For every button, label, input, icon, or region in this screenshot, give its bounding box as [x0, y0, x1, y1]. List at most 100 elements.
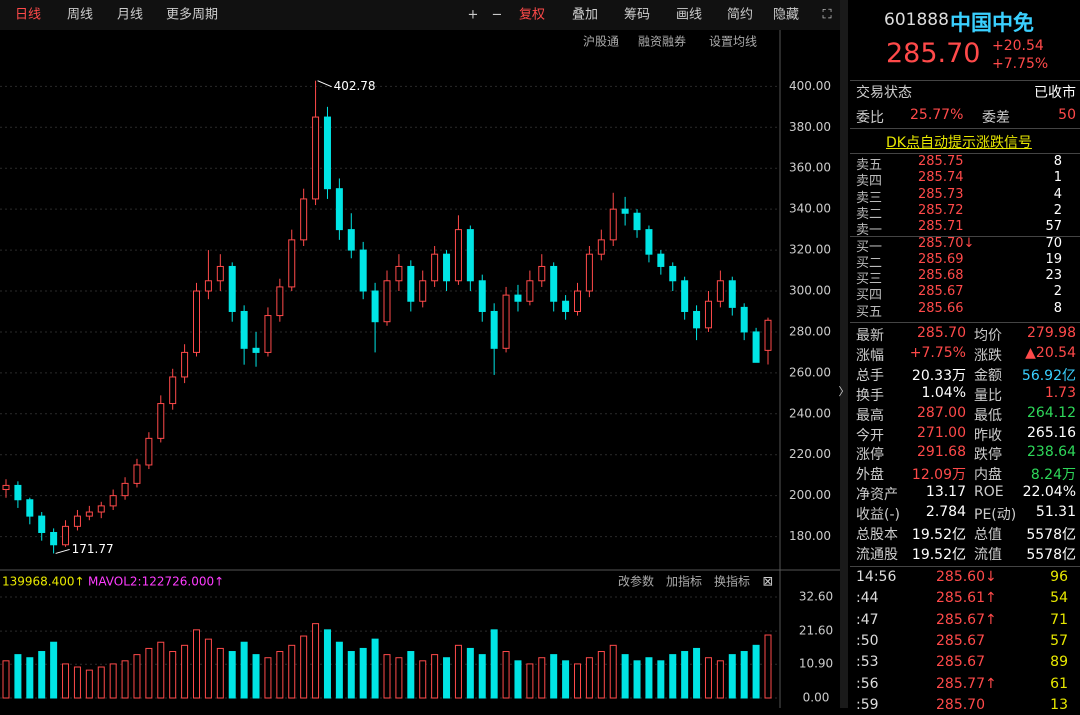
- volume-bar: [228, 651, 236, 699]
- candle-body: [526, 280, 534, 302]
- candle-body: [276, 286, 284, 317]
- order-row: 买三 285.68 23: [856, 268, 1076, 287]
- fullscreen[interactable]: ⛶: [821, 8, 832, 23]
- period-tab[interactable]: 周线: [67, 8, 93, 23]
- price: 285.70: [886, 38, 981, 69]
- order-label: 买一: [856, 239, 883, 255]
- stat-label: 换手: [856, 387, 884, 404]
- stat-value: 5578亿: [1026, 527, 1076, 543]
- candle-body: [466, 229, 474, 282]
- close-indicator[interactable]: ⊠: [763, 575, 774, 590]
- trade-qty: 13: [1050, 696, 1068, 713]
- stat-value: 19.52亿: [911, 546, 966, 563]
- volume-bar: [193, 629, 200, 699]
- stat-label: 均价: [974, 328, 1002, 344]
- divider: [850, 236, 1080, 237]
- volume-bar: [585, 657, 593, 699]
- order-qty: 70: [1045, 235, 1062, 251]
- period-tab[interactable]: 更多周期: [166, 7, 218, 23]
- stat-label: 总手: [856, 367, 884, 384]
- order-qty: 8: [1053, 300, 1062, 316]
- y-tick-label: 10.90: [799, 657, 833, 671]
- volume-bar: [419, 660, 427, 699]
- stock-code: 601888: [884, 10, 949, 30]
- chart-option[interactable]: 融资融券: [638, 34, 686, 49]
- trade-row: :56 285.77↑ 61: [856, 676, 1076, 694]
- order-qty: 57: [1045, 219, 1062, 235]
- order-row: 卖四 285.74 1: [856, 170, 1076, 189]
- y-tick-label: 180.00: [789, 529, 831, 543]
- indicator-button[interactable]: 改参数: [618, 574, 654, 589]
- candle-body: [323, 116, 331, 190]
- volume-bar: [252, 654, 260, 699]
- stat-value: 238.64: [1027, 444, 1076, 461]
- indicator-button[interactable]: 换指标: [714, 574, 750, 589]
- candle-body: [62, 525, 70, 546]
- candle-body: [169, 376, 177, 405]
- collapse-icon[interactable]: 〉: [839, 385, 849, 398]
- toolbar-button[interactable]: 复权: [519, 7, 545, 23]
- volume-bar: [550, 654, 558, 699]
- high-pointer: [317, 80, 332, 88]
- toolbar-button[interactable]: 画线: [676, 8, 702, 23]
- toolbar-button[interactable]: 简约: [727, 7, 753, 23]
- candle-body: [431, 253, 439, 282]
- candle-body: [585, 253, 593, 292]
- order-price: 285.71: [918, 219, 964, 235]
- value: 50: [1058, 107, 1076, 123]
- y-tick-label: 220.00: [789, 447, 831, 461]
- toolbar-button[interactable]: 隐藏: [773, 8, 799, 23]
- indicator-button[interactable]: 加指标: [666, 574, 702, 589]
- trade-row: :50 285.67 57: [856, 633, 1076, 651]
- stat-row: 今开 271.00 昨收 265.16: [856, 425, 1076, 444]
- candle-body: [419, 280, 427, 302]
- period-tab[interactable]: 月线: [117, 8, 143, 23]
- low-pointer: [55, 548, 70, 554]
- candle-body: [574, 290, 581, 312]
- candle-body: [145, 437, 153, 466]
- volume-bar: [371, 638, 379, 699]
- trade-price: 285.77↑: [936, 675, 997, 692]
- order-label: 卖三: [856, 190, 883, 206]
- period-tab[interactable]: 日线: [15, 8, 41, 23]
- signal-link[interactable]: DK点自动提示涨跌信号: [886, 135, 1032, 151]
- collapse-bar[interactable]: [840, 0, 848, 708]
- y-tick-label: 0.00: [803, 691, 830, 705]
- volume-bar: [359, 647, 367, 699]
- trade-time: :50: [856, 632, 879, 649]
- zoom-out[interactable]: −: [492, 8, 503, 23]
- candle-body: [752, 331, 760, 363]
- stat-label: 净资产: [856, 487, 898, 504]
- value: 25.77%: [910, 107, 964, 123]
- y-tick-label: 300.00: [789, 284, 831, 298]
- status: 已收市: [1034, 85, 1076, 101]
- chart-option[interactable]: 设置均线: [709, 35, 757, 49]
- volume-bar: [323, 629, 331, 699]
- zoom-in[interactable]: +: [468, 8, 479, 23]
- candle-body: [109, 495, 117, 507]
- chart-option[interactable]: 沪股通: [583, 35, 619, 49]
- volume-bar: [300, 635, 308, 699]
- toolbar-button[interactable]: 叠加: [572, 8, 598, 23]
- candle-body: [193, 290, 200, 353]
- label: 委比: [856, 110, 884, 126]
- stat-label: 最高: [856, 407, 884, 424]
- volume-bar: [538, 657, 546, 699]
- trade-time: :53: [856, 654, 879, 671]
- trade-row: :47 285.67↑ 71: [856, 612, 1076, 630]
- y-tick-label: 32.60: [799, 590, 833, 604]
- indicator-value: 139968.400↑: [2, 575, 85, 589]
- volume-bar: [478, 654, 486, 699]
- volume-bar: [109, 663, 117, 699]
- stat-label: ROE: [974, 484, 1004, 501]
- volume-bar: [526, 663, 534, 699]
- order-price: 285.66: [918, 300, 964, 316]
- toolbar-button[interactable]: 筹码: [624, 7, 650, 23]
- volume-bar: [716, 660, 724, 699]
- volume-bar: [145, 647, 153, 699]
- y-tick-label: 380.00: [789, 120, 831, 134]
- trade-row: :44 285.61↑ 54: [856, 590, 1076, 608]
- order-row: 卖一 285.71 57: [856, 219, 1076, 238]
- stat-value: 8.24万: [1030, 467, 1076, 484]
- divider: [850, 80, 1080, 81]
